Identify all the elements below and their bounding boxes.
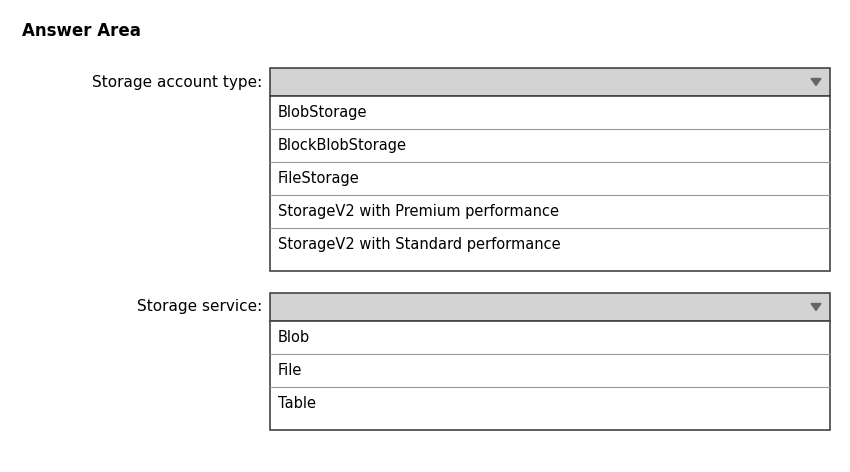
Bar bbox=[270, 293, 830, 321]
Polygon shape bbox=[811, 78, 821, 85]
Text: File: File bbox=[278, 363, 303, 378]
Text: StorageV2 with Standard performance: StorageV2 with Standard performance bbox=[278, 237, 561, 252]
Text: Blob: Blob bbox=[278, 330, 310, 345]
Text: StorageV2 with Premium performance: StorageV2 with Premium performance bbox=[278, 204, 559, 219]
Text: Answer Area: Answer Area bbox=[22, 22, 141, 40]
Polygon shape bbox=[811, 303, 821, 311]
Text: Table: Table bbox=[278, 396, 316, 411]
Text: BlockBlobStorage: BlockBlobStorage bbox=[278, 138, 407, 153]
Bar bbox=[270, 68, 830, 96]
Bar bbox=[270, 321, 830, 430]
Text: BlobStorage: BlobStorage bbox=[278, 105, 367, 120]
Bar bbox=[270, 96, 830, 271]
Text: Storage account type:: Storage account type: bbox=[92, 75, 262, 90]
Text: FileStorage: FileStorage bbox=[278, 171, 360, 186]
Text: Storage service:: Storage service: bbox=[137, 300, 262, 314]
